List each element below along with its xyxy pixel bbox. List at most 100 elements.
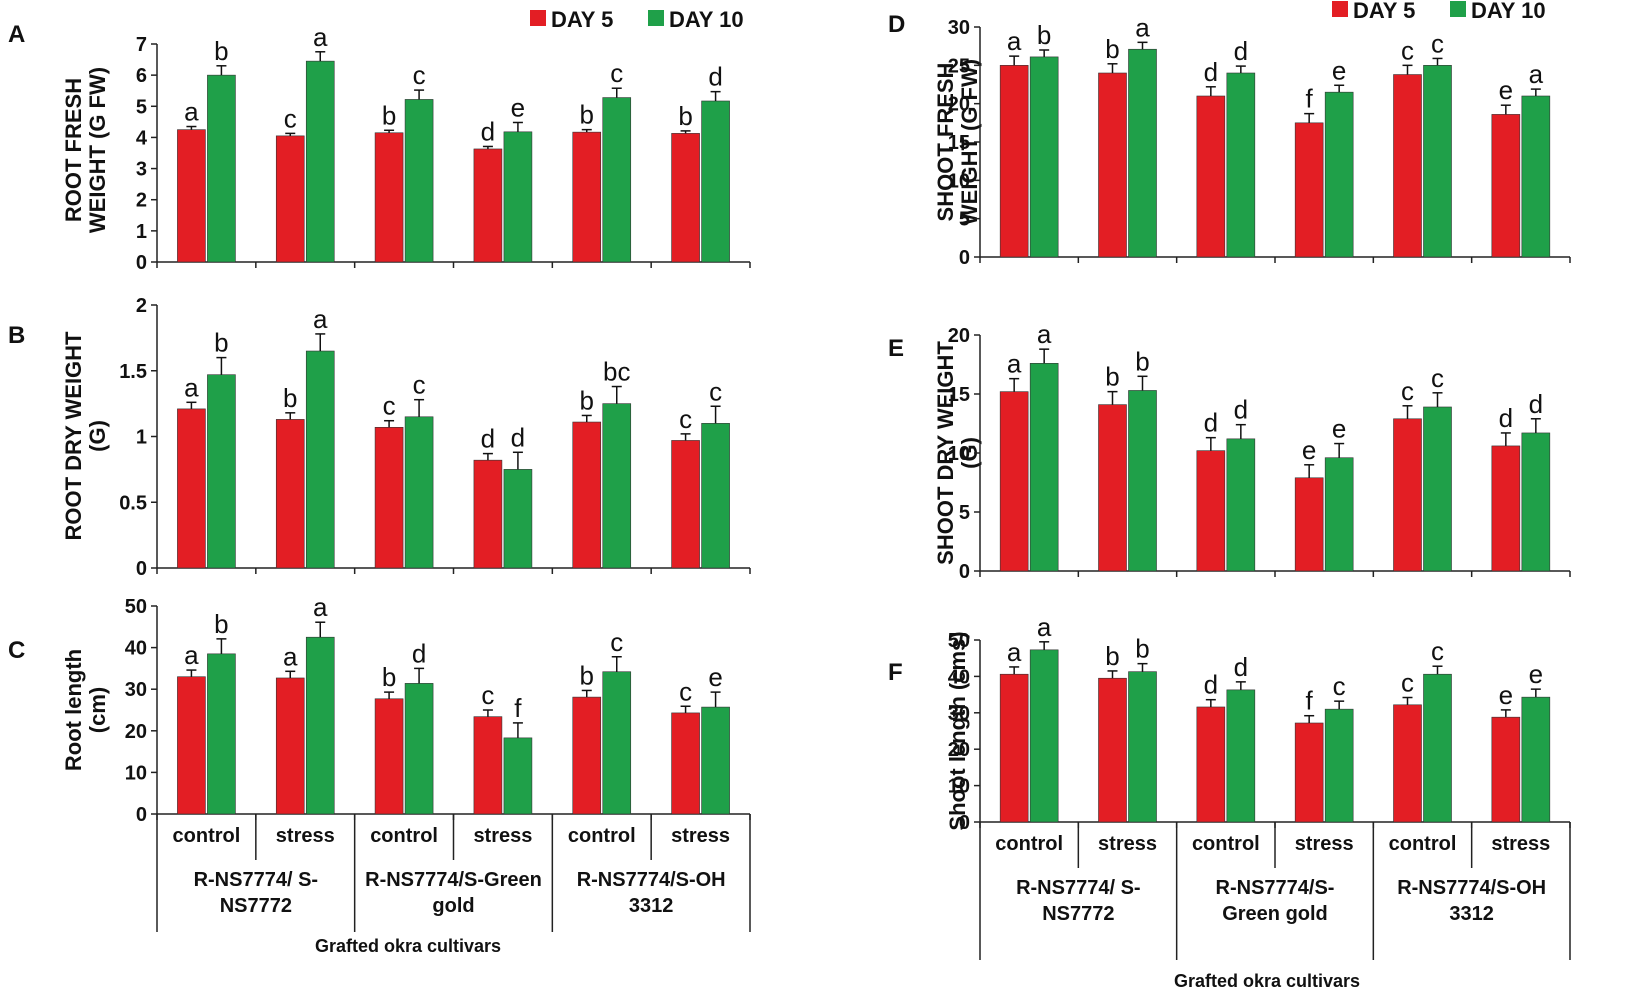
significance-letter: a	[313, 592, 328, 622]
significance-letter: c	[1401, 376, 1414, 406]
significance-letter: c	[1401, 668, 1414, 698]
bar-day5	[671, 440, 700, 569]
bar-day10	[1029, 363, 1059, 572]
bar-day5	[1294, 477, 1324, 572]
x-group-label: R-NS7774/S-OH	[1397, 877, 1546, 899]
y-tick-label: 1.5	[119, 361, 147, 383]
significance-letter: e	[511, 92, 525, 122]
significance-letter: b	[580, 385, 594, 415]
bar-day5	[999, 673, 1029, 823]
bar-day5	[1196, 95, 1226, 258]
bar-day5	[473, 148, 503, 263]
significance-letter: a	[1007, 26, 1022, 56]
bar-day10	[1128, 671, 1157, 823]
y-axis-label: ROOT DRY WEIGHT(G)	[61, 331, 110, 541]
bar-day5	[473, 716, 503, 815]
bar-day5	[275, 677, 305, 815]
bar-day5	[1393, 704, 1422, 823]
y-tick-label: 3	[136, 159, 147, 181]
significance-letter: c	[481, 680, 494, 710]
y-tick-label: 5	[959, 502, 970, 524]
significance-letter: d	[1204, 670, 1218, 700]
y-tick-label: 20	[948, 325, 970, 347]
y-tick-label: 40	[125, 638, 147, 660]
bar-day10	[404, 683, 434, 815]
bar-day10	[305, 350, 335, 569]
x-condition-label: control	[1389, 833, 1457, 855]
x-condition-label: stress	[1098, 833, 1157, 855]
panel-label-a: A	[8, 21, 25, 48]
bar-day5	[1196, 706, 1226, 823]
bar-day10	[1324, 457, 1354, 572]
significance-letter: d	[1529, 389, 1543, 419]
x-group-label: gold	[432, 895, 474, 917]
bar-day5	[1294, 122, 1324, 258]
significance-letter: b	[1105, 362, 1119, 392]
bar-day10	[1324, 708, 1354, 823]
bar-day10	[1423, 406, 1452, 572]
significance-letter: c	[709, 376, 722, 406]
y-axis-label-line: WEIGHT (G FW)	[85, 67, 110, 233]
bar-day5	[1196, 450, 1226, 572]
significance-letter: e	[1529, 659, 1543, 689]
bar-day5	[671, 712, 700, 815]
significance-letter: f	[1306, 686, 1314, 716]
significance-letter: a	[184, 97, 199, 127]
x-condition-label: stress	[671, 825, 730, 847]
x-group-label: 3312	[1449, 903, 1494, 925]
bar-day5	[1393, 74, 1422, 258]
bar-day10	[503, 469, 533, 569]
bar-day10	[1423, 65, 1452, 258]
bar-day10	[1226, 72, 1256, 258]
significance-letter: d	[1234, 36, 1248, 66]
significance-letter: e	[1499, 75, 1513, 105]
significance-letter: b	[580, 660, 594, 690]
legend-label-day5: DAY 5	[1353, 0, 1415, 23]
significance-letter: b	[1105, 34, 1119, 64]
x-group-label: NS7772	[1042, 903, 1114, 925]
bar-day5	[1098, 404, 1127, 572]
x-group-label: R-NS7774/S-OH	[577, 869, 726, 891]
y-tick-label: 0	[959, 812, 970, 834]
significance-letter: c	[610, 627, 623, 657]
bar-day5	[1294, 722, 1324, 823]
y-tick-label: 10	[948, 170, 970, 192]
significance-letter: a	[1529, 59, 1544, 89]
significance-letter: e	[1302, 435, 1316, 465]
bar-day5	[999, 65, 1029, 258]
x-condition-label: stress	[1491, 833, 1550, 855]
significance-letter: bc	[603, 357, 630, 387]
significance-letter: d	[481, 424, 495, 454]
significance-letter: c	[1431, 636, 1444, 666]
bar-day5	[177, 676, 206, 815]
x-condition-label: control	[995, 833, 1063, 855]
y-axis-label: Shoot length (cms)	[945, 631, 970, 830]
x-group-label: Green gold	[1222, 903, 1328, 925]
significance-letter: b	[283, 383, 297, 413]
significance-letter: c	[610, 58, 623, 88]
significance-letter: c	[679, 404, 692, 434]
x-group-label: R-NS7774/ S-	[1016, 877, 1141, 899]
bar-day5	[1098, 72, 1127, 258]
significance-letter: d	[1234, 652, 1248, 682]
significance-letter: d	[1204, 57, 1218, 87]
bar-day5	[1491, 445, 1521, 572]
significance-letter: b	[382, 100, 396, 130]
bar-day10	[305, 60, 335, 263]
significance-letter: c	[679, 676, 692, 706]
y-tick-label: 50	[125, 596, 147, 618]
bar-day10	[207, 74, 236, 263]
y-tick-label: 7	[136, 34, 147, 56]
legend-swatch-day5	[1332, 1, 1348, 17]
bar-day10	[1029, 649, 1059, 823]
panel-label-c: C	[8, 637, 25, 664]
y-tick-label: 4	[136, 127, 148, 149]
significance-letter: e	[1332, 55, 1346, 85]
bar-day5	[177, 408, 206, 569]
bar-day5	[1098, 677, 1127, 823]
y-tick-label: 1	[136, 427, 147, 449]
bar-day5	[473, 459, 503, 569]
